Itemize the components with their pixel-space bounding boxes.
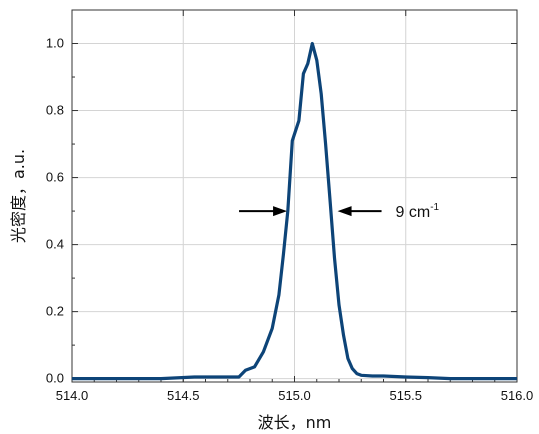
left-arrow-head xyxy=(273,206,288,217)
x-tick-label: 515.5 xyxy=(389,388,422,403)
y-tick-label: 0.0 xyxy=(46,371,64,386)
y-tick-label: 1.0 xyxy=(46,36,64,51)
y-tick-label: 0.8 xyxy=(46,103,64,118)
x-axis-title: 波长，nm xyxy=(258,413,332,432)
x-tick-label: 516.0 xyxy=(501,388,534,403)
y-tick-label: 0.2 xyxy=(46,304,64,319)
y-tick-label: 0.4 xyxy=(46,237,64,252)
spectrum-line xyxy=(72,41,517,381)
x-tick-label: 515.0 xyxy=(278,388,311,403)
x-tick-labels: 514.0 514.5 515.0 515.5 516.0 xyxy=(56,388,534,403)
x-tick-label: 514.0 xyxy=(56,388,89,403)
grid-lines xyxy=(72,10,517,382)
fwhm-label: 9 cm-1 xyxy=(396,202,440,221)
y-tick-label: 0.6 xyxy=(46,170,64,185)
y-axis-title: 光密度，a.u. xyxy=(9,149,28,243)
right-arrow-head xyxy=(337,206,352,217)
y-tick-labels: 0.0 0.2 0.4 0.6 0.8 1.0 xyxy=(46,36,64,386)
fwhm-label-superscript: -1 xyxy=(430,202,439,213)
fwhm-annotation: 9 cm-1 xyxy=(239,202,440,221)
x-tick-label: 514.5 xyxy=(167,388,200,403)
